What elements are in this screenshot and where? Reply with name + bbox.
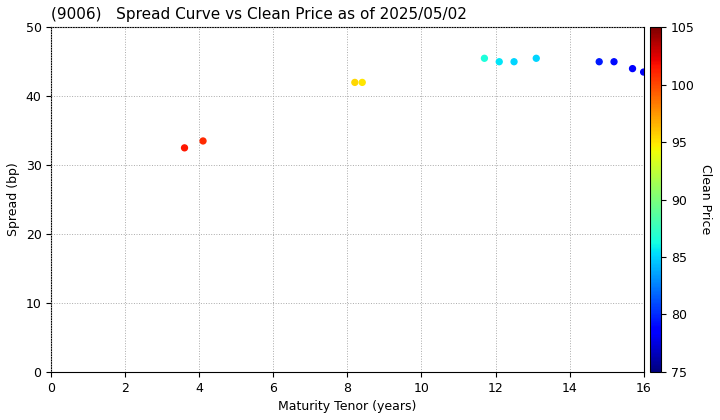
- Point: [179, 144, 190, 151]
- Y-axis label: Spread (bp): Spread (bp): [7, 163, 20, 236]
- Text: (9006)   Spread Curve vs Clean Price as of 2025/05/02: (9006) Spread Curve vs Clean Price as of…: [51, 7, 467, 22]
- Point: [593, 58, 605, 65]
- Point: [197, 138, 209, 144]
- Point: [349, 79, 361, 86]
- Point: [493, 58, 505, 65]
- Point: [531, 55, 542, 62]
- Point: [608, 58, 620, 65]
- Y-axis label: Clean Price: Clean Price: [698, 164, 711, 235]
- X-axis label: Maturity Tenor (years): Maturity Tenor (years): [278, 400, 417, 413]
- Point: [638, 69, 649, 76]
- Point: [626, 65, 638, 72]
- Point: [508, 58, 520, 65]
- Point: [479, 55, 490, 62]
- Point: [356, 79, 368, 86]
